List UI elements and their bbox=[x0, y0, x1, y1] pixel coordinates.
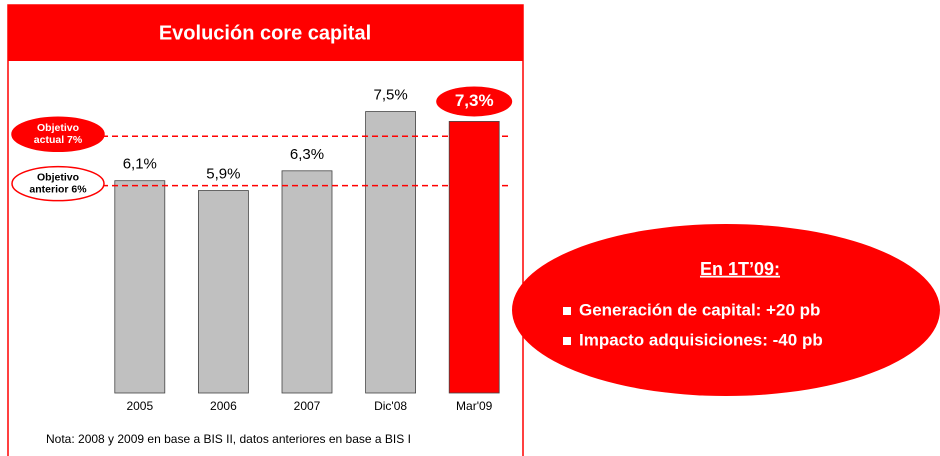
reference-label: Objetivo bbox=[37, 171, 79, 183]
bullet bbox=[563, 307, 571, 315]
x-tick-label: 2006 bbox=[210, 399, 237, 413]
header-band bbox=[8, 5, 523, 61]
note: Nota: 2008 y 2009 en base a BIS II, dato… bbox=[46, 432, 411, 446]
bar bbox=[448, 121, 500, 394]
chart-title: Evolución core capital bbox=[159, 22, 371, 44]
reference-label: Objetivo bbox=[37, 122, 79, 134]
bar bbox=[197, 190, 249, 394]
callout-item: Impacto adquisiciones: -40 pb bbox=[579, 330, 823, 349]
callout-ellipse bbox=[512, 224, 940, 396]
bar bbox=[114, 180, 166, 394]
reference-badge bbox=[11, 116, 105, 152]
value-label: 7,3% bbox=[455, 91, 494, 110]
bullet bbox=[563, 337, 571, 345]
value-label: 6,1% bbox=[123, 156, 157, 173]
x-tick-label: Dic'08 bbox=[374, 399, 407, 413]
value-label: 7,5% bbox=[373, 87, 407, 104]
panel bbox=[7, 4, 524, 456]
value-label: 5,9% bbox=[206, 166, 240, 183]
value-label: 6,3% bbox=[290, 146, 324, 163]
reference-label: anterior 6% bbox=[29, 183, 87, 195]
x-tick-label: 2005 bbox=[126, 399, 153, 413]
bar bbox=[365, 111, 417, 394]
value-label-badge bbox=[436, 86, 513, 117]
reference-label: actual 7% bbox=[34, 134, 83, 146]
reference-badge bbox=[11, 165, 105, 202]
x-tick-label: 2007 bbox=[294, 399, 321, 413]
bar bbox=[281, 170, 333, 394]
x-tick-label: Mar'09 bbox=[456, 399, 493, 413]
callout-item: Generación de capital: +20 pb bbox=[579, 300, 820, 319]
callout-title: En 1T’09: bbox=[700, 259, 780, 279]
